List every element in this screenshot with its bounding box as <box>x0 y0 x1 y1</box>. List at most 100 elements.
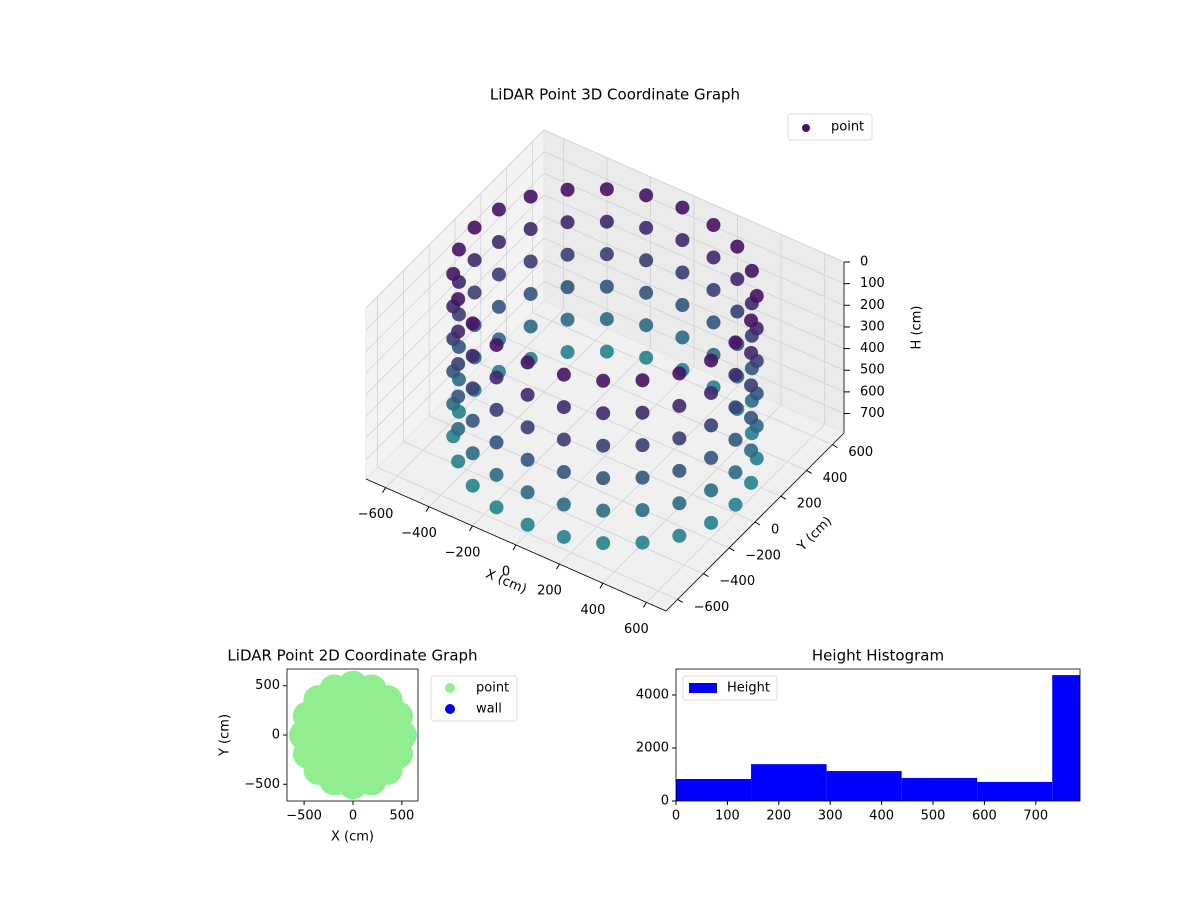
y-tick-label: −500 <box>244 777 280 792</box>
point <box>706 282 721 297</box>
y-tick-label: 500 <box>255 678 280 693</box>
x-tick-label: 200 <box>537 584 562 599</box>
grid-line <box>365 151 845 330</box>
plot-area <box>289 670 417 800</box>
point <box>491 267 506 282</box>
z-tick-label: 0 <box>860 255 868 270</box>
y-tick-label: −600 <box>694 600 730 615</box>
z-axis-label: H (cm) <box>910 306 925 350</box>
point <box>520 517 535 532</box>
x-tick-label: 700 <box>1023 809 1048 824</box>
y-tick-label: 4000 <box>636 687 669 702</box>
grid-line <box>365 259 845 439</box>
bar <box>826 771 902 801</box>
point <box>451 422 466 437</box>
bar <box>901 777 978 801</box>
point <box>704 450 719 465</box>
chart-title: LiDAR Point 2D Coordinate Graph <box>227 647 477 665</box>
point <box>556 529 571 544</box>
x-tick-label: 300 <box>818 809 843 824</box>
point <box>596 406 611 421</box>
point <box>451 242 466 257</box>
point <box>523 286 538 301</box>
point <box>639 188 654 203</box>
point <box>672 496 687 511</box>
point <box>596 373 611 388</box>
point <box>675 298 690 313</box>
point <box>749 289 764 304</box>
axes-frame <box>675 668 1081 802</box>
x-tick-label: 0 <box>502 565 510 580</box>
point <box>451 389 466 404</box>
x-tick-label: 600 <box>972 809 997 824</box>
legend-marker <box>445 683 455 693</box>
point <box>465 381 480 396</box>
point <box>672 366 687 381</box>
point <box>467 220 482 235</box>
legend-marker <box>445 704 455 714</box>
z-tick-label: 400 <box>860 341 885 356</box>
bar <box>977 781 1053 801</box>
x-tick-label: −600 <box>358 507 394 522</box>
point <box>672 463 687 478</box>
point <box>491 234 506 249</box>
grid-line <box>403 270 704 574</box>
point <box>465 478 480 493</box>
point <box>639 285 654 300</box>
point <box>465 316 480 331</box>
grid-line <box>480 193 781 497</box>
z-tick-label: 600 <box>860 384 885 399</box>
point <box>635 470 650 485</box>
x-axis <box>365 478 667 612</box>
y-tick <box>703 573 709 578</box>
x-tick <box>599 583 604 589</box>
point <box>675 233 690 248</box>
x-tick <box>512 544 517 551</box>
z-tick-label: 300 <box>860 319 885 334</box>
point <box>599 344 614 359</box>
point <box>599 312 614 327</box>
point <box>446 266 461 281</box>
x-tick <box>425 506 430 512</box>
point <box>639 220 654 235</box>
bar <box>676 779 752 801</box>
point <box>520 485 535 500</box>
chart-title: Height Histogram <box>812 647 944 665</box>
point <box>556 367 571 382</box>
z-tick-label: 700 <box>860 406 885 421</box>
legend-box <box>787 113 873 141</box>
y-tick-label: 400 <box>823 471 848 486</box>
point <box>560 280 575 295</box>
x-tick <box>556 563 560 570</box>
chart-title: LiDAR Point 3D Coordinate Graph <box>490 86 740 104</box>
point <box>730 304 745 319</box>
point <box>560 345 575 360</box>
point <box>489 467 504 482</box>
x-tick-label: −500 <box>286 809 322 824</box>
point <box>560 215 575 230</box>
point <box>675 330 690 345</box>
z-tick-label: 100 <box>860 276 885 291</box>
x-tick-label: 500 <box>389 809 414 824</box>
point <box>560 247 575 262</box>
legend-patch <box>689 683 717 693</box>
point <box>491 202 506 217</box>
point <box>706 218 721 233</box>
point <box>744 313 759 328</box>
y-tick-label: 0 <box>771 523 779 538</box>
axes-frame <box>286 668 419 802</box>
point <box>467 253 482 268</box>
point <box>489 337 504 352</box>
x-tick-label: 100 <box>715 809 740 824</box>
point <box>728 432 743 447</box>
point <box>635 373 650 388</box>
point <box>704 385 719 400</box>
point <box>520 452 535 467</box>
z-tick-label: 200 <box>860 298 885 313</box>
y-tick-label: 2000 <box>636 740 669 755</box>
point <box>523 222 538 237</box>
point <box>672 398 687 413</box>
point <box>560 182 575 197</box>
legend-marker <box>802 124 810 132</box>
point <box>635 438 650 453</box>
